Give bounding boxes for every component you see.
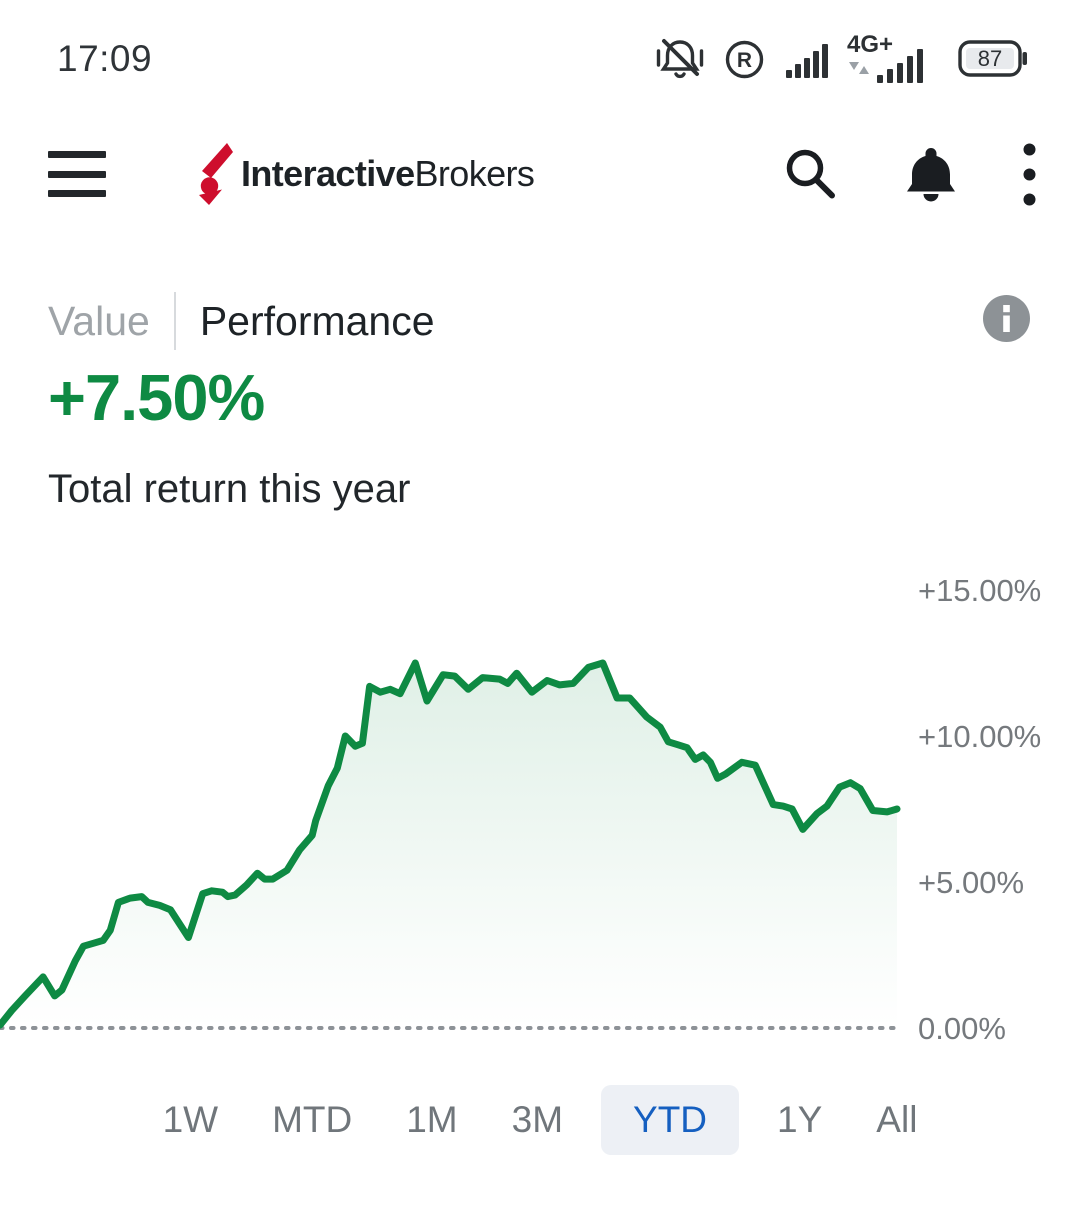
period-1y[interactable]: 1Y xyxy=(777,1099,823,1140)
y-tick-label: 0.00% xyxy=(918,1011,1006,1046)
status-bar: 17:09 R xyxy=(57,30,1028,88)
period-1m[interactable]: 1M xyxy=(406,1099,458,1140)
chart-area-fill xyxy=(0,663,897,1028)
info-button[interactable] xyxy=(983,295,1030,347)
app-logo: InteractiveBrokers xyxy=(197,143,535,205)
logo-text-bold: Interactive xyxy=(241,153,415,194)
signal-bars-icon xyxy=(786,44,828,78)
performance-headline: +7.50% xyxy=(48,361,265,434)
network-type-label: 4G+ xyxy=(847,32,893,58)
registered-icon: R xyxy=(725,40,764,78)
tab-divider xyxy=(173,292,176,350)
notifications-button[interactable] xyxy=(905,146,957,202)
y-tick-label: +15.00% xyxy=(918,573,1041,608)
search-icon xyxy=(786,149,835,199)
header-actions xyxy=(781,143,1036,206)
bell-icon xyxy=(907,148,955,202)
y-tick-label: +10.00% xyxy=(918,719,1041,754)
logo-text-regular: Brokers xyxy=(414,153,535,194)
logo-mark-icon xyxy=(199,143,233,205)
period-1w[interactable]: 1W xyxy=(162,1099,219,1140)
search-button[interactable] xyxy=(781,145,839,203)
performance-chart[interactable]: +15.00% +10.00% +5.00% 0.00% xyxy=(0,555,1080,1060)
app-header: InteractiveBrokers xyxy=(48,136,1036,212)
period-selector: 1W MTD 1M 3M YTD 1Y All xyxy=(0,1078,1080,1162)
view-tabs: Value Performance xyxy=(48,288,1030,354)
status-time: 17:09 xyxy=(57,38,153,79)
info-icon xyxy=(983,295,1030,342)
kebab-icon xyxy=(1023,143,1036,205)
battery-icon: 87 xyxy=(958,40,1027,77)
tab-value[interactable]: Value xyxy=(48,297,150,344)
hamburger-icon xyxy=(48,151,106,158)
chart-layers xyxy=(0,663,897,1028)
data-arrows-icon xyxy=(849,62,869,74)
overflow-menu-button[interactable] xyxy=(1023,143,1036,206)
chart-line xyxy=(0,659,901,1029)
tab-performance[interactable]: Performance xyxy=(199,297,435,344)
svg-text:R: R xyxy=(737,49,752,72)
performance-subtitle: Total return this year xyxy=(48,467,411,511)
period-3m[interactable]: 3M xyxy=(511,1099,564,1140)
logo-text: InteractiveBrokers xyxy=(241,153,535,195)
y-tick-label: +5.00% xyxy=(918,865,1024,900)
period-ytd[interactable]: YTD xyxy=(601,1085,740,1155)
notifications-muted-icon xyxy=(656,39,704,79)
battery-percent-label: 87 xyxy=(978,46,1002,71)
mobile-data-icon: 4G+ xyxy=(847,32,923,83)
chart-line-layer xyxy=(0,659,901,1029)
menu-button[interactable] xyxy=(48,151,106,197)
status-icons: R 4G+ xyxy=(655,32,1028,86)
period-all[interactable]: All xyxy=(876,1099,918,1140)
signal-bars-2-icon xyxy=(877,49,923,83)
y-axis-labels: +15.00% +10.00% +5.00% 0.00% xyxy=(918,573,1041,1046)
period-mtd[interactable]: MTD xyxy=(272,1099,353,1140)
